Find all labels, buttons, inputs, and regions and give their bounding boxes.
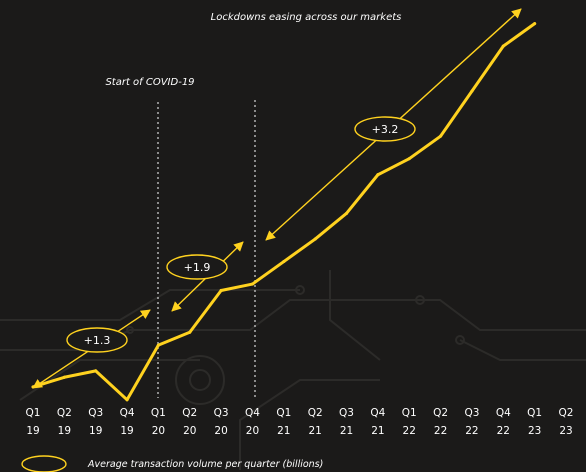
x-tick-quarter: Q1 — [26, 407, 41, 419]
data-point — [501, 44, 505, 48]
data-point — [313, 237, 317, 241]
x-tick-year: 23 — [528, 425, 541, 437]
x-tick-year: 22 — [403, 425, 416, 437]
x-tick-year: 21 — [371, 425, 384, 437]
data-point — [94, 369, 98, 373]
data-point — [282, 260, 286, 264]
x-tick-year: 20 — [183, 425, 196, 437]
x-tick-quarter: Q2 — [559, 407, 574, 419]
x-tick-quarter: Q4 — [496, 407, 511, 419]
data-point — [188, 330, 192, 334]
data-point — [250, 282, 254, 286]
series-segment — [156, 330, 192, 347]
x-tick-year: 19 — [89, 425, 102, 437]
series-layer — [31, 22, 537, 402]
series-segment — [501, 22, 537, 48]
x-tick-year: 20 — [246, 425, 259, 437]
increase-1-badge: +1.3 — [66, 327, 128, 353]
x-tick-quarter: Q1 — [276, 407, 291, 419]
x-tick-quarter: Q1 — [527, 407, 542, 419]
data-point — [376, 173, 380, 177]
increase-3-badge: +3.2 — [354, 116, 416, 142]
series-segment — [376, 157, 411, 177]
data-point — [125, 398, 129, 402]
series-segment — [470, 44, 505, 93]
legend-swatch — [21, 455, 67, 472]
series-segment — [31, 375, 66, 389]
lockdown-annotation: Lockdowns easing across our markets — [211, 12, 402, 23]
data-point — [31, 385, 35, 389]
circuit-background — [0, 270, 586, 470]
data-point — [407, 157, 411, 161]
series-segment — [125, 343, 160, 402]
increase-2-label: +1.9 — [184, 261, 211, 274]
increase-1-label: +1.3 — [84, 334, 111, 347]
series-segment — [250, 260, 286, 286]
x-tick-quarter: Q3 — [88, 407, 103, 419]
series-segment — [62, 369, 98, 379]
series-segment — [188, 288, 223, 334]
x-tick-year: 19 — [58, 425, 71, 437]
data-point — [345, 211, 349, 215]
x-tick-quarter: Q1 — [402, 407, 417, 419]
x-tick-quarter: Q2 — [433, 407, 448, 419]
x-tick-quarter: Q4 — [370, 407, 385, 419]
x-tick-year: 22 — [434, 425, 447, 437]
x-tick-year: 23 — [559, 425, 572, 437]
series-segment — [439, 89, 474, 138]
data-point — [219, 288, 223, 292]
x-tick-quarter: Q4 — [120, 407, 135, 419]
series-segment — [313, 211, 349, 241]
x-tick-quarter: Q2 — [57, 407, 72, 419]
x-tick-year: 21 — [340, 425, 353, 437]
x-tick-year: 21 — [277, 425, 290, 437]
legend-label: Average transaction volume per quarter (… — [87, 459, 323, 470]
x-tick-quarter: Q3 — [339, 407, 354, 419]
series-segment — [94, 369, 129, 402]
legend: Average transaction volume per quarter (… — [21, 455, 323, 472]
x-tick-year: 21 — [308, 425, 321, 437]
data-point — [62, 375, 66, 379]
x-tick-quarter: Q3 — [464, 407, 479, 419]
data-point — [156, 343, 160, 347]
x-tick-quarter: Q1 — [151, 407, 166, 419]
x-tick-year: 20 — [214, 425, 227, 437]
series-segment — [219, 282, 254, 292]
covid-annotation: Start of COVID-19 — [105, 77, 194, 88]
x-tick-quarter: Q4 — [245, 407, 260, 419]
data-point — [533, 22, 537, 26]
x-tick-year: 22 — [497, 425, 510, 437]
data-point — [470, 89, 474, 93]
x-tick-quarter: Q3 — [214, 407, 229, 419]
x-tick-year: 20 — [152, 425, 165, 437]
x-tick-year: 22 — [465, 425, 478, 437]
series-segment — [282, 237, 317, 264]
data-point — [439, 134, 443, 138]
series-segment — [345, 173, 380, 215]
x-tick-year: 19 — [120, 425, 133, 437]
increase-3-label: +3.2 — [372, 123, 399, 136]
series-segment — [407, 134, 443, 161]
x-tick-quarter: Q2 — [182, 407, 197, 419]
x-axis-ticks: Q1 19 Q2 19 Q3 19 Q4 19 Q1 20 Q2 20 Q3 20 Q4 20 Q1 21 Q2 21… — [26, 407, 574, 437]
increase-2-badge: +1.9 — [166, 254, 228, 280]
x-tick-year: 19 — [26, 425, 39, 437]
x-tick-quarter: Q2 — [308, 407, 323, 419]
